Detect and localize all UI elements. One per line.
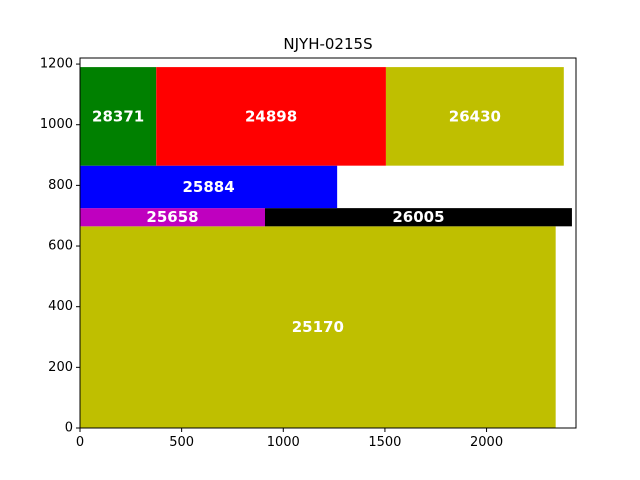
x-tick-label: 0 [76, 435, 84, 450]
y-tick-label: 600 [48, 239, 73, 254]
rect-26430 [385, 67, 564, 166]
rect-label-28371: 28371 [92, 107, 144, 125]
rect-label-26430: 26430 [449, 107, 501, 125]
axes-frame [79, 57, 577, 429]
x-tick-label: 1000 [267, 435, 300, 450]
rect-label-24898: 24898 [245, 107, 297, 125]
x-tick-label: 2000 [470, 435, 503, 450]
y-tick-label: 1000 [40, 117, 73, 132]
y-tick-label: 400 [48, 299, 73, 314]
rect-label-25884: 25884 [182, 178, 234, 196]
y-tick-label: 200 [48, 360, 73, 375]
rect-label-25170: 25170 [292, 318, 344, 336]
y-tick-label: 0 [65, 421, 73, 436]
rect-25170 [80, 226, 556, 428]
x-tick-label: 500 [169, 435, 194, 450]
chart-title: NJYH-0215S [283, 35, 372, 53]
rect-label-26005: 26005 [392, 208, 444, 226]
y-axis: 0 200 400 600 800 1000 1200 [40, 57, 80, 436]
plot-area: 25170 25658 26005 25884 28371 24898 26430 [80, 67, 572, 428]
x-axis: 0 500 1000 1500 2000 [76, 428, 503, 450]
x-tick-label: 1500 [368, 435, 401, 450]
rect-25884 [80, 165, 338, 209]
rect-24898 [156, 67, 386, 166]
rect-label-25658: 25658 [146, 208, 198, 226]
rect-25658 [80, 208, 265, 227]
y-tick-label: 800 [48, 178, 73, 193]
rect-28371 [80, 67, 157, 166]
y-tick-label: 1200 [40, 57, 73, 72]
rect-26005 [264, 208, 572, 227]
